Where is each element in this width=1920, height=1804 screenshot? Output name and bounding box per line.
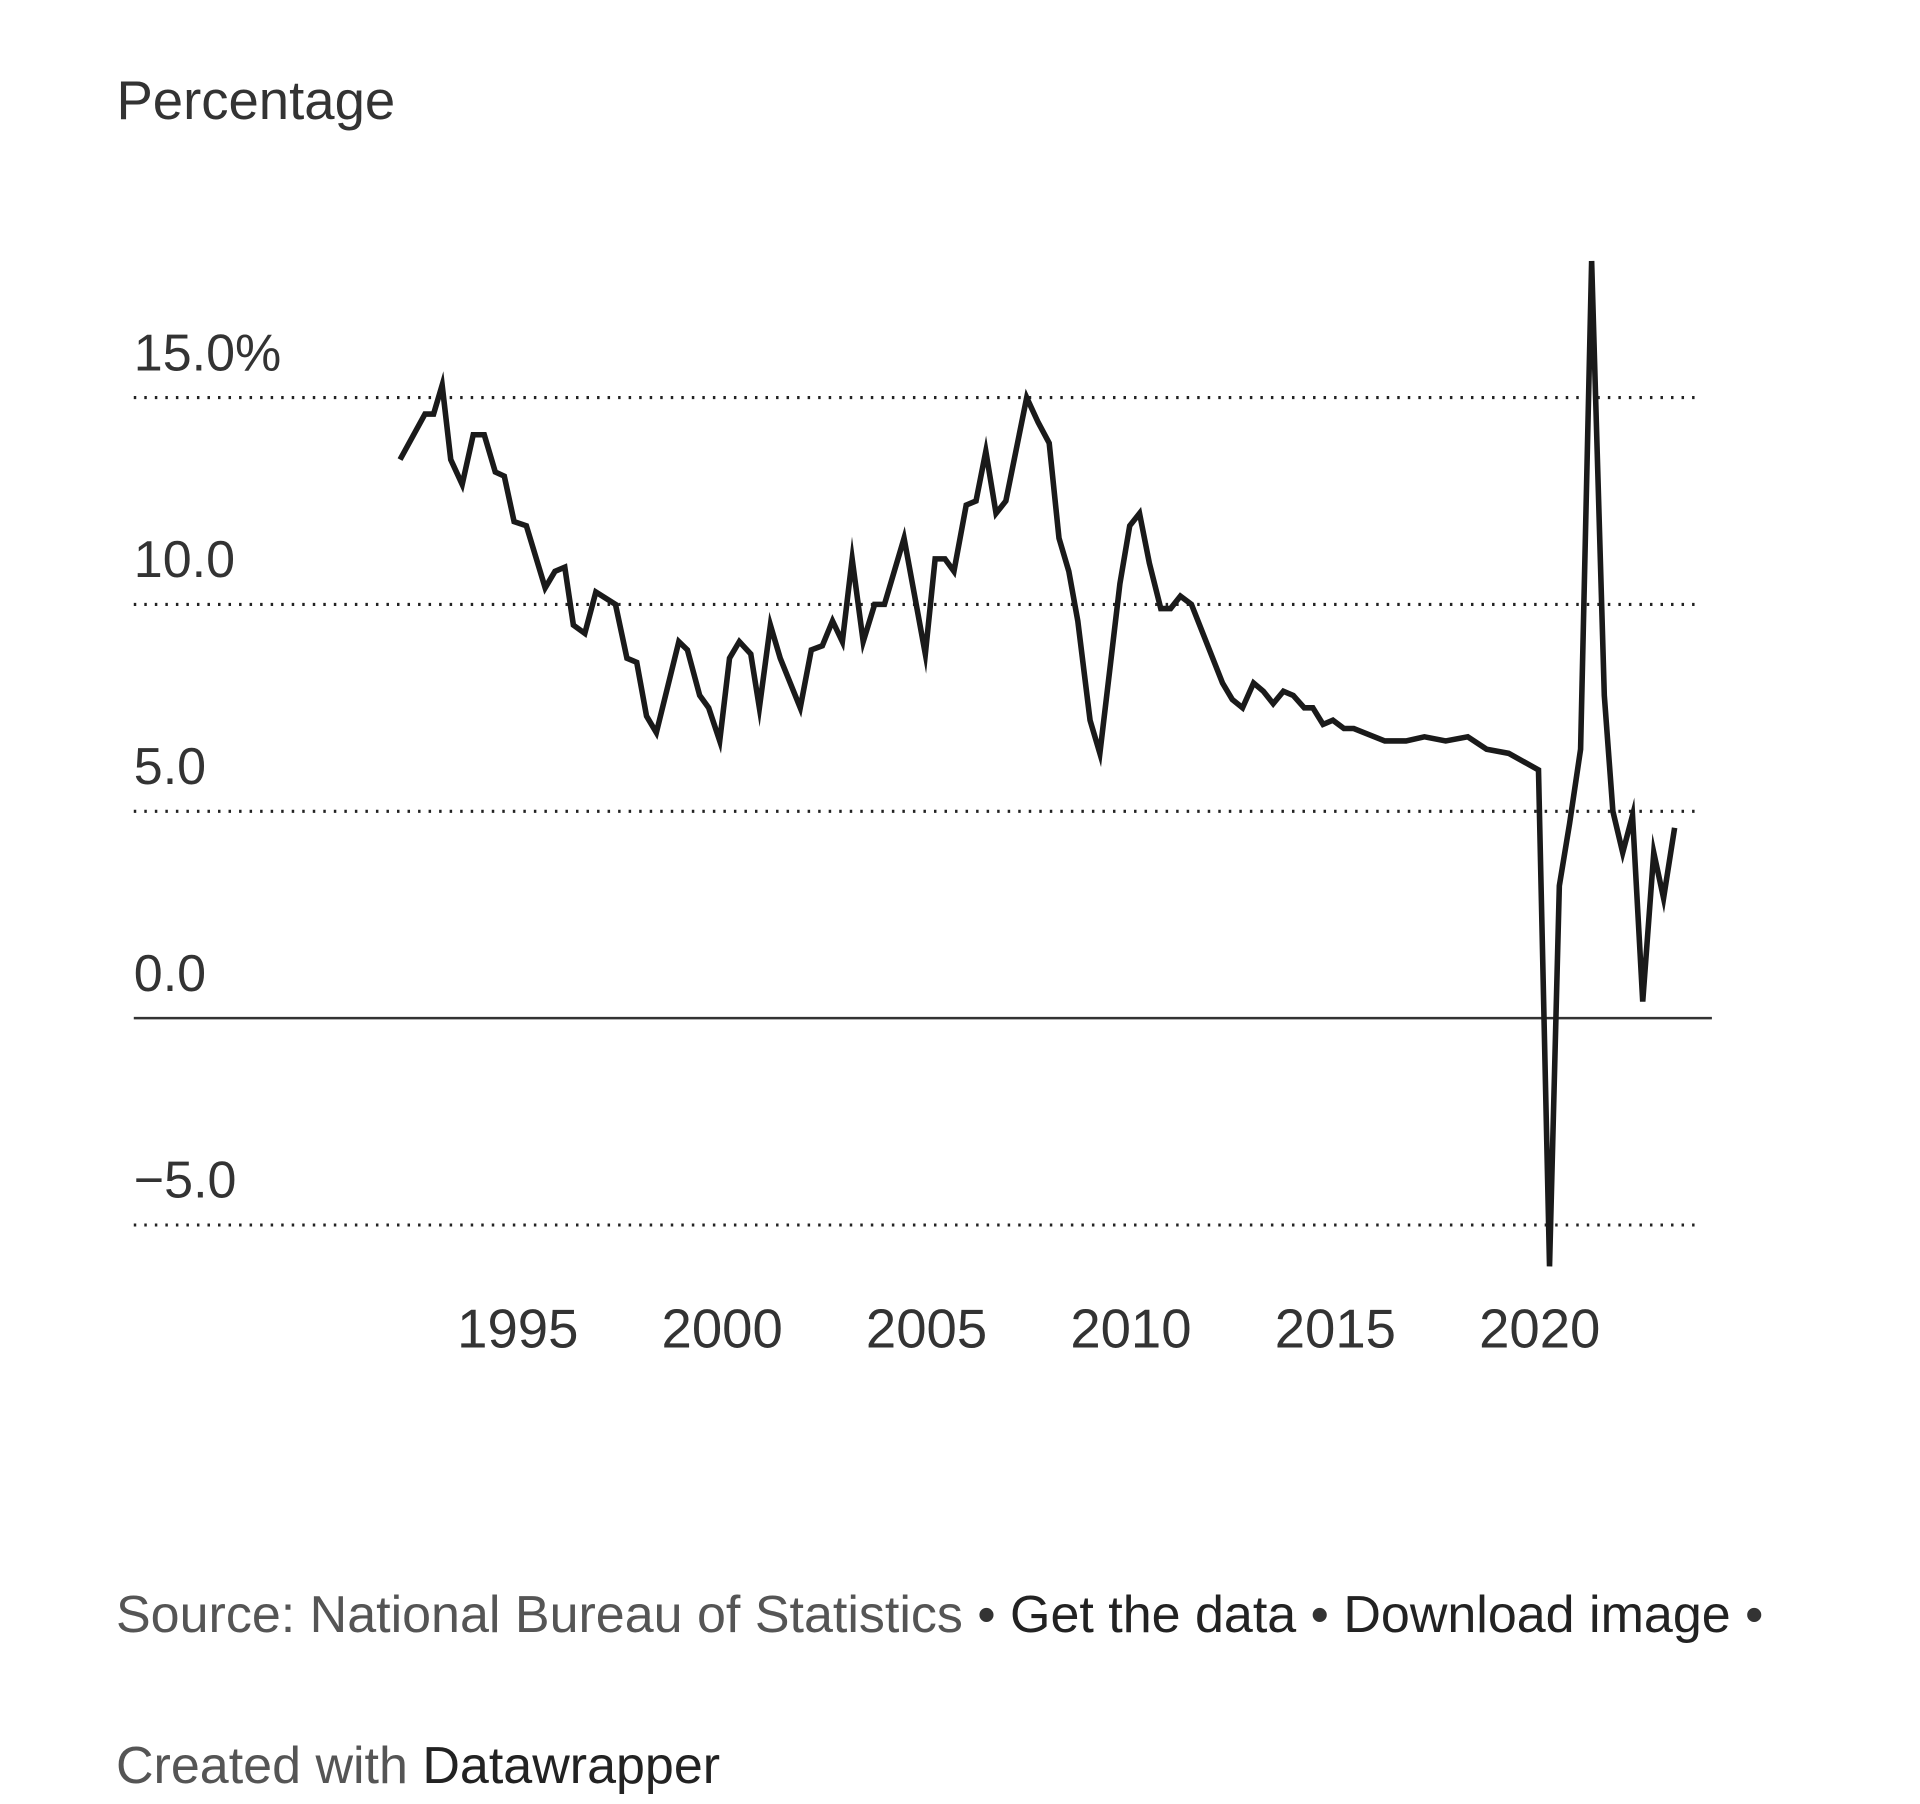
separator: •: [1310, 1586, 1329, 1644]
x-tick-label: 2020: [1479, 1299, 1600, 1360]
x-tick-label: 1995: [457, 1299, 578, 1360]
footer: Source: National Bureau of Statistics • …: [116, 1540, 1836, 1804]
y-tick-label: 15.0%: [134, 324, 282, 382]
x-tick-label: 2010: [1070, 1299, 1191, 1360]
source: Source: National Bureau of Statistics: [116, 1586, 963, 1644]
separator: •: [1745, 1586, 1764, 1644]
separator: •: [977, 1586, 996, 1644]
y-tick-label: 5.0: [134, 738, 206, 796]
x-tick-label: 2005: [866, 1299, 987, 1360]
x-tick-label: 2000: [662, 1299, 783, 1360]
get-data-link[interactable]: Get the data: [1010, 1586, 1297, 1644]
y-tick-label: −5.0: [134, 1152, 237, 1210]
credit-link[interactable]: Datawrapper: [422, 1737, 721, 1795]
created-with: Created with: [116, 1737, 408, 1795]
x-tick-label: 2015: [1275, 1299, 1396, 1360]
y-tick-label: 10.0: [134, 531, 235, 589]
y-tick-label: 0.0: [134, 945, 206, 1003]
y-axis-title: Percentage: [116, 70, 395, 131]
download-link[interactable]: Download image: [1343, 1586, 1731, 1644]
data-line: [397, 260, 1678, 1267]
